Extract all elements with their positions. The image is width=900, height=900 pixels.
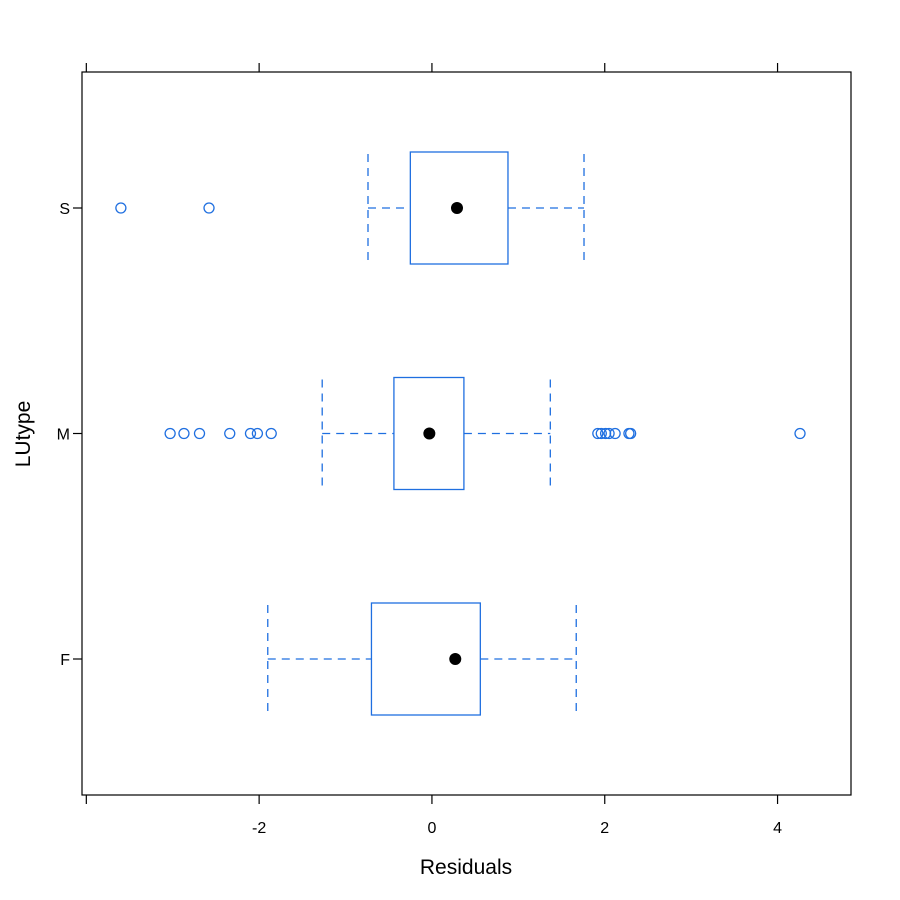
x-tick-label: 2 <box>600 820 609 837</box>
median-dot <box>449 653 462 665</box>
outlier-point <box>224 427 236 440</box>
outlier-point <box>265 427 277 440</box>
box-series <box>115 151 806 716</box>
outlier-point <box>203 202 215 214</box>
box-group-s <box>115 151 585 265</box>
y-tick-label: M <box>57 427 70 444</box>
x-tick-label: 0 <box>427 820 436 837</box>
iqr-box <box>409 151 509 265</box>
outlier-point <box>794 427 806 440</box>
outlier-point <box>625 427 637 440</box>
outlier-point <box>595 427 607 440</box>
x-tick-label: 4 <box>773 820 782 837</box>
outlier-point <box>592 427 604 440</box>
outlier-point <box>251 427 264 440</box>
iqr-box <box>370 602 481 716</box>
y-tick-label: S <box>59 201 70 218</box>
y-tick-label: F <box>60 652 70 669</box>
x-tick-label: -2 <box>252 820 266 837</box>
outlier-point <box>178 427 190 440</box>
outlier-point <box>164 427 176 440</box>
outlier-point <box>193 427 206 440</box>
median-dot <box>423 427 436 440</box>
outlier-point <box>115 202 127 214</box>
outlier-point <box>603 427 615 440</box>
median-dot <box>450 202 463 214</box>
y-axis-title: LUtype <box>12 401 35 468</box>
axis-ticks: -2 0 2 4 F M S <box>57 63 782 837</box>
box-group-m <box>164 376 806 491</box>
outlier-point <box>609 427 621 440</box>
x-axis-title: Residuals <box>420 856 512 879</box>
box-group-f <box>267 602 577 716</box>
outlier-point <box>244 427 257 440</box>
iqr-box <box>393 376 465 491</box>
